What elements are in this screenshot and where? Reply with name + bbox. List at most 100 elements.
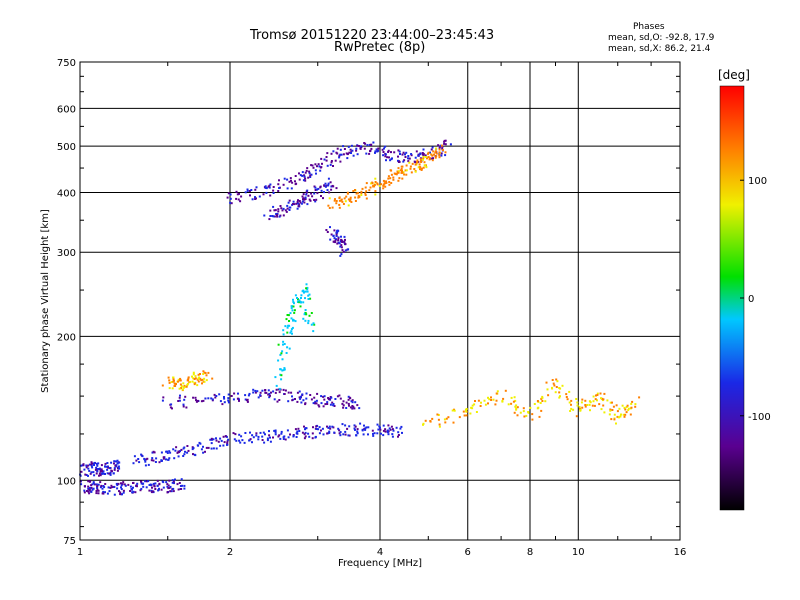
scatter-point (120, 484, 123, 487)
scatter-point (395, 426, 398, 429)
scatter-point (353, 407, 356, 410)
scatter-point (278, 179, 280, 182)
scatter-point (335, 238, 337, 241)
scatter-point (282, 329, 285, 332)
scatter-point (320, 395, 323, 398)
scatter-point (302, 193, 305, 196)
scatter-point (116, 469, 119, 472)
scatter-point (300, 202, 303, 205)
scatter-point (194, 377, 197, 380)
scatter-point (323, 398, 326, 401)
scatter-point (174, 449, 177, 452)
chart-title: Tromsø 20151220 23:44:00–23:45:43 (250, 28, 495, 43)
scatter-point (282, 388, 285, 391)
scatter-point (377, 147, 380, 150)
scatter-point (349, 196, 352, 199)
scatter-point (84, 473, 87, 476)
scatter-point (558, 391, 561, 394)
scatter-point (170, 490, 173, 493)
scatter-point (272, 189, 275, 192)
scatter-point (304, 290, 307, 293)
scatter-point (183, 484, 186, 487)
scatter-point (152, 459, 155, 462)
scatter-point (579, 408, 582, 411)
scatter-point (569, 410, 572, 412)
scatter-point (80, 464, 83, 467)
scatter-point (464, 408, 467, 411)
scatter-point (465, 414, 468, 417)
scatter-point (306, 203, 309, 206)
scatter-point (179, 383, 182, 386)
scatter-point (304, 402, 307, 405)
scatter-point (354, 401, 357, 404)
scatter-point (117, 467, 119, 470)
scatter-point (192, 396, 195, 399)
scatter-point (312, 330, 315, 333)
scatter-point (210, 442, 213, 445)
scatter-point (539, 402, 542, 404)
scatter-point (179, 394, 181, 397)
y-tick-label: 600 (57, 104, 76, 115)
scatter-point (278, 391, 281, 394)
scatter-point (290, 317, 293, 320)
scatter-point (248, 392, 251, 395)
scatter-point (168, 379, 171, 382)
scatter-point (492, 398, 495, 401)
scatter-point (305, 169, 308, 172)
scatter-point (304, 319, 307, 322)
scatter-point (469, 412, 472, 415)
scatter-point (438, 156, 441, 159)
scatter-point (410, 171, 413, 174)
scatter-point (91, 488, 94, 491)
scatter-point (171, 407, 173, 410)
scatter-point (101, 470, 103, 473)
scatter-point (357, 194, 360, 197)
scatter-point (170, 403, 173, 406)
scatter-point (279, 373, 282, 376)
scatter-point (365, 197, 368, 200)
scatter-point (134, 491, 137, 494)
scatter-point (422, 158, 424, 161)
scatter-point (248, 439, 251, 442)
scatter-point (623, 415, 626, 418)
scatter-point (277, 190, 280, 192)
scatter-point (255, 186, 258, 189)
scatter-point (473, 403, 476, 406)
scatter-point (145, 480, 148, 483)
scatter-point (192, 447, 195, 450)
scatter-point (414, 170, 417, 173)
scatter-point (302, 317, 305, 320)
scatter-point (257, 435, 260, 438)
scatter-point (293, 203, 296, 206)
scatter-point (453, 409, 456, 412)
scatter-point (387, 149, 390, 152)
scatter-point (180, 478, 183, 481)
scatter-point (273, 429, 276, 432)
scatter-point (178, 387, 181, 390)
scatter-point (336, 242, 339, 245)
scatter-point (329, 226, 331, 229)
scatter-point (285, 318, 288, 321)
scatter-point (85, 474, 88, 476)
scatter-point (191, 375, 193, 378)
scatter-point (313, 396, 316, 399)
scatter-point (354, 428, 356, 431)
scatter-point (435, 152, 438, 155)
scatter-point (282, 369, 285, 372)
scatter-point (105, 465, 108, 468)
scatter-point (102, 472, 105, 475)
scatter-point (238, 433, 241, 436)
scatter-point (440, 144, 443, 147)
scatter-point (311, 437, 314, 440)
scatter-point (226, 440, 229, 443)
scatter-point (298, 299, 301, 302)
phase-x-stats: mean, sd,X: 86.2, 21.4 (608, 44, 711, 54)
scatter-point (292, 300, 295, 303)
scatter-point (341, 249, 344, 252)
scatter-point (297, 202, 299, 205)
scatter-point (222, 435, 225, 438)
scatter-point (263, 214, 266, 217)
scatter-point (304, 309, 307, 311)
scatter-point (396, 171, 399, 174)
scatter-point (410, 153, 413, 155)
